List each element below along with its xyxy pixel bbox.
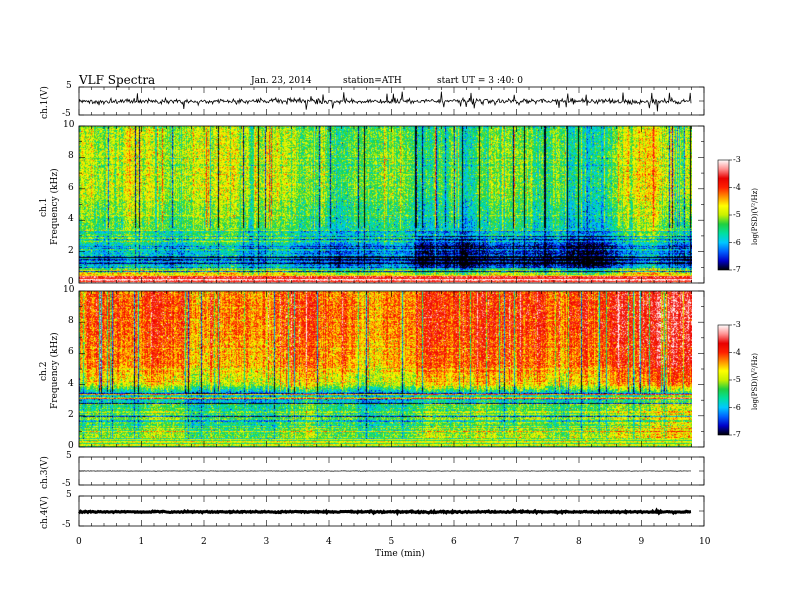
ch2-spectrogram-channel-label: ch.2: [39, 361, 49, 381]
x-tick-label: 8: [576, 537, 582, 547]
ch2-spectrogram-ytick-label: 4: [68, 378, 74, 389]
x-tick-label: 9: [638, 537, 645, 547]
ch1-ytick-label: -5: [62, 109, 71, 119]
ch1-spectrogram-colorbar-tick-label: -7: [733, 265, 741, 274]
ch2-spectrogram-colorbar-tick-label: -3: [733, 320, 741, 329]
ch1-spectrogram-ylabel: Frequency (kHz): [50, 167, 60, 245]
x-tick-label: 6: [451, 537, 457, 547]
ch1-ylabel: ch.1(V): [40, 86, 50, 119]
ch2-spectrogram-ytick-label: 10: [63, 285, 75, 295]
ch1-spectrogram-ytick-label: 6: [68, 182, 74, 193]
ch2-spectrogram-colorbar: [717, 324, 730, 436]
station-label: station=ATH: [343, 76, 402, 86]
ch2-spectrogram-colorbar-tick-label: -4: [733, 347, 741, 357]
ch2-spectrogram-ytick-label: 0: [68, 441, 74, 451]
x-tick-label: 3: [263, 537, 270, 547]
x-tick-label: 2: [201, 537, 207, 547]
ch1-spectrogram-ytick-label: 8: [68, 151, 74, 162]
ch1-spectrogram-colorbar-tick-label: -3: [733, 155, 741, 164]
ch2-spectrogram-ytick-label: 2: [68, 409, 74, 420]
date-label: Jan. 23, 2014: [251, 76, 312, 86]
ch2-spectrogram-ytick-label: 6: [68, 347, 74, 358]
ch1-spectrogram-ytick-label: 0: [68, 277, 74, 287]
ch1-spectrogram-ytick-label: 4: [68, 214, 74, 225]
ch1-spectrogram-colorbar-tick-label: -5: [733, 210, 741, 219]
ch1-spectrogram-colorbar-label: log(PSD)(V²/Hz): [751, 188, 759, 245]
ch1-spectrogram-image: [79, 126, 692, 283]
x-tick-label: 7: [513, 537, 520, 547]
x-tick-label: 10: [699, 537, 711, 547]
x-tick-label: 0: [76, 537, 82, 547]
ch1-trace: [78, 91, 692, 112]
ch1-spectrogram-ytick-label: 10: [63, 120, 75, 130]
ch4-ytick-label: 5: [66, 490, 72, 500]
ch4-ylabel: ch.4(V): [40, 496, 50, 529]
ch2-spectrogram-ylabel: Frequency (kHz): [50, 332, 60, 409]
start-time-label: start UT = 3 :40: 0: [437, 76, 523, 86]
ch2-spectrogram-colorbar-tick-label: -5: [733, 375, 741, 384]
ch2-spectrogram-colorbar-label: log(PSD)(V²/Hz): [751, 353, 759, 410]
ch2-spectrogram-colorbar-tick-label: -7: [733, 430, 741, 439]
trace-layer: [78, 91, 692, 517]
axes-layer: [78, 86, 732, 527]
ch4-trace: [78, 507, 692, 517]
ch3-ytick-label: 5: [66, 451, 72, 461]
ch2-spectrogram-ytick-label: 8: [68, 316, 74, 327]
x-tick-label: 1: [138, 537, 145, 547]
ch1-spectrogram-colorbar: [717, 159, 730, 271]
x-tick-label: 5: [388, 537, 395, 547]
spectrogram-layer: [79, 126, 692, 447]
ch3-trace: [78, 470, 692, 472]
ch1-spectrogram-colorbar-tick-label: -6: [733, 237, 741, 247]
ch3-ytick-label: -5: [62, 479, 71, 489]
figure-title: VLF Spectra: [79, 73, 156, 87]
ch2-spectrogram-colorbar-tick-label: -6: [733, 402, 741, 412]
ch4-ytick-label: -5: [62, 520, 71, 530]
ch2-spectrogram-image: [79, 291, 692, 447]
ch3-ylabel: ch.3(V): [40, 456, 50, 489]
ch1-spectrogram-colorbar-tick-label: -4: [733, 182, 741, 192]
ch1-ytick-label: 5: [66, 81, 72, 91]
ch1-spectrogram-channel-label: ch.1: [39, 197, 49, 217]
x-tick-label: 4: [326, 537, 332, 547]
x-axis-label: Time (min): [375, 549, 425, 559]
ch1-spectrogram-ytick-label: 2: [68, 245, 74, 256]
